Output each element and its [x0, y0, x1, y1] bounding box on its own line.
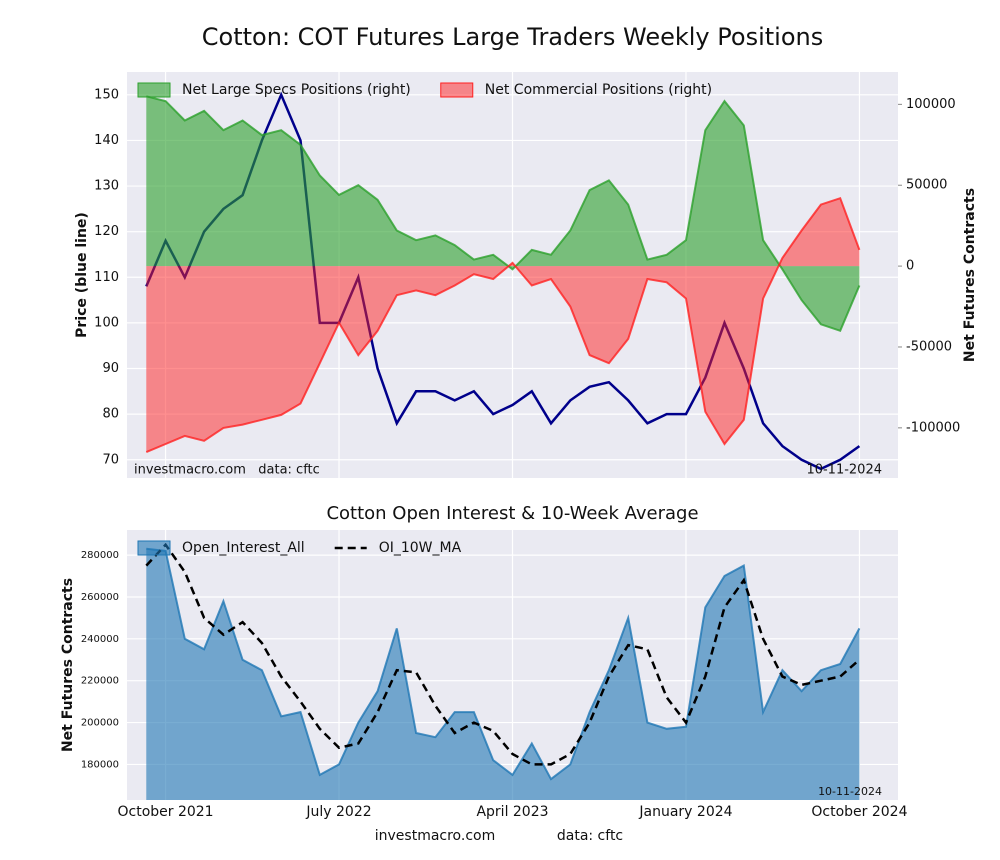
chart-title: Cotton Open Interest & 10-Week Average: [326, 503, 698, 524]
area: [146, 198, 860, 453]
legend-swatch: [137, 540, 171, 556]
area-edge: [145, 196, 861, 454]
plot-area: [145, 91, 861, 471]
y-tick-label: 240000: [81, 634, 119, 645]
y-tick-label: 180000: [81, 759, 119, 770]
y2-axis-label: Net Futures Contracts: [962, 188, 978, 362]
y-tick-label: 80: [102, 407, 119, 422]
y-tick-label: 70: [102, 452, 119, 467]
y2-tick-label: 0: [906, 259, 914, 274]
y2-tick-label: 50000: [906, 178, 947, 193]
chart-title: Cotton: COT Futures Large Traders Weekly…: [202, 23, 823, 51]
x-tick-label: October 2021: [117, 804, 213, 820]
y-tick-label: 150: [94, 87, 119, 102]
y2-tick-label: -50000: [906, 339, 952, 354]
y-tick-label: 280000: [81, 550, 119, 561]
area-edge: [146, 95, 861, 333]
area: [146, 96, 860, 331]
area-edge: [146, 547, 861, 781]
y-axis-label: Price (blue line): [74, 212, 90, 338]
plot-area: [145, 542, 861, 800]
y-tick-label: 130: [94, 179, 119, 194]
y-tick-label: 200000: [81, 718, 119, 729]
area: [146, 548, 860, 800]
x-tick-label: January 2024: [638, 804, 732, 820]
legend-label: Net Commercial Positions (right): [485, 82, 712, 98]
legend-swatch: [137, 82, 171, 98]
footer-source: data: cftc: [557, 828, 623, 844]
y-tick-label: 110: [94, 270, 119, 285]
y2-tick-label: 100000: [906, 97, 956, 112]
y-axis-label: Net Futures Contracts: [60, 578, 76, 752]
y2-tick-label: -100000: [906, 420, 960, 435]
y-tick-label: 220000: [81, 676, 119, 687]
legend-label: Net Large Specs Positions (right): [182, 82, 411, 98]
annotation: 10-11-2024: [806, 463, 882, 478]
y-tick-label: 100: [94, 315, 119, 330]
annotation: 10-11-2024: [818, 785, 882, 798]
x-tick-label: July 2022: [305, 804, 371, 820]
line: [145, 542, 861, 766]
y-tick-label: 260000: [81, 592, 119, 603]
legend-label: Open_Interest_All: [182, 540, 305, 556]
footer-site: investmacro.com: [375, 828, 495, 844]
y-tick-label: 120: [94, 224, 119, 239]
legend-swatch: [440, 82, 474, 98]
x-tick-label: April 2023: [476, 804, 548, 820]
x-tick-label: October 2024: [811, 804, 907, 820]
annotation: investmacro.com data: cftc: [134, 463, 320, 478]
y-tick-label: 140: [94, 133, 119, 148]
legend-label: OI_10W_MA: [379, 540, 462, 556]
y-tick-label: 90: [102, 361, 119, 376]
